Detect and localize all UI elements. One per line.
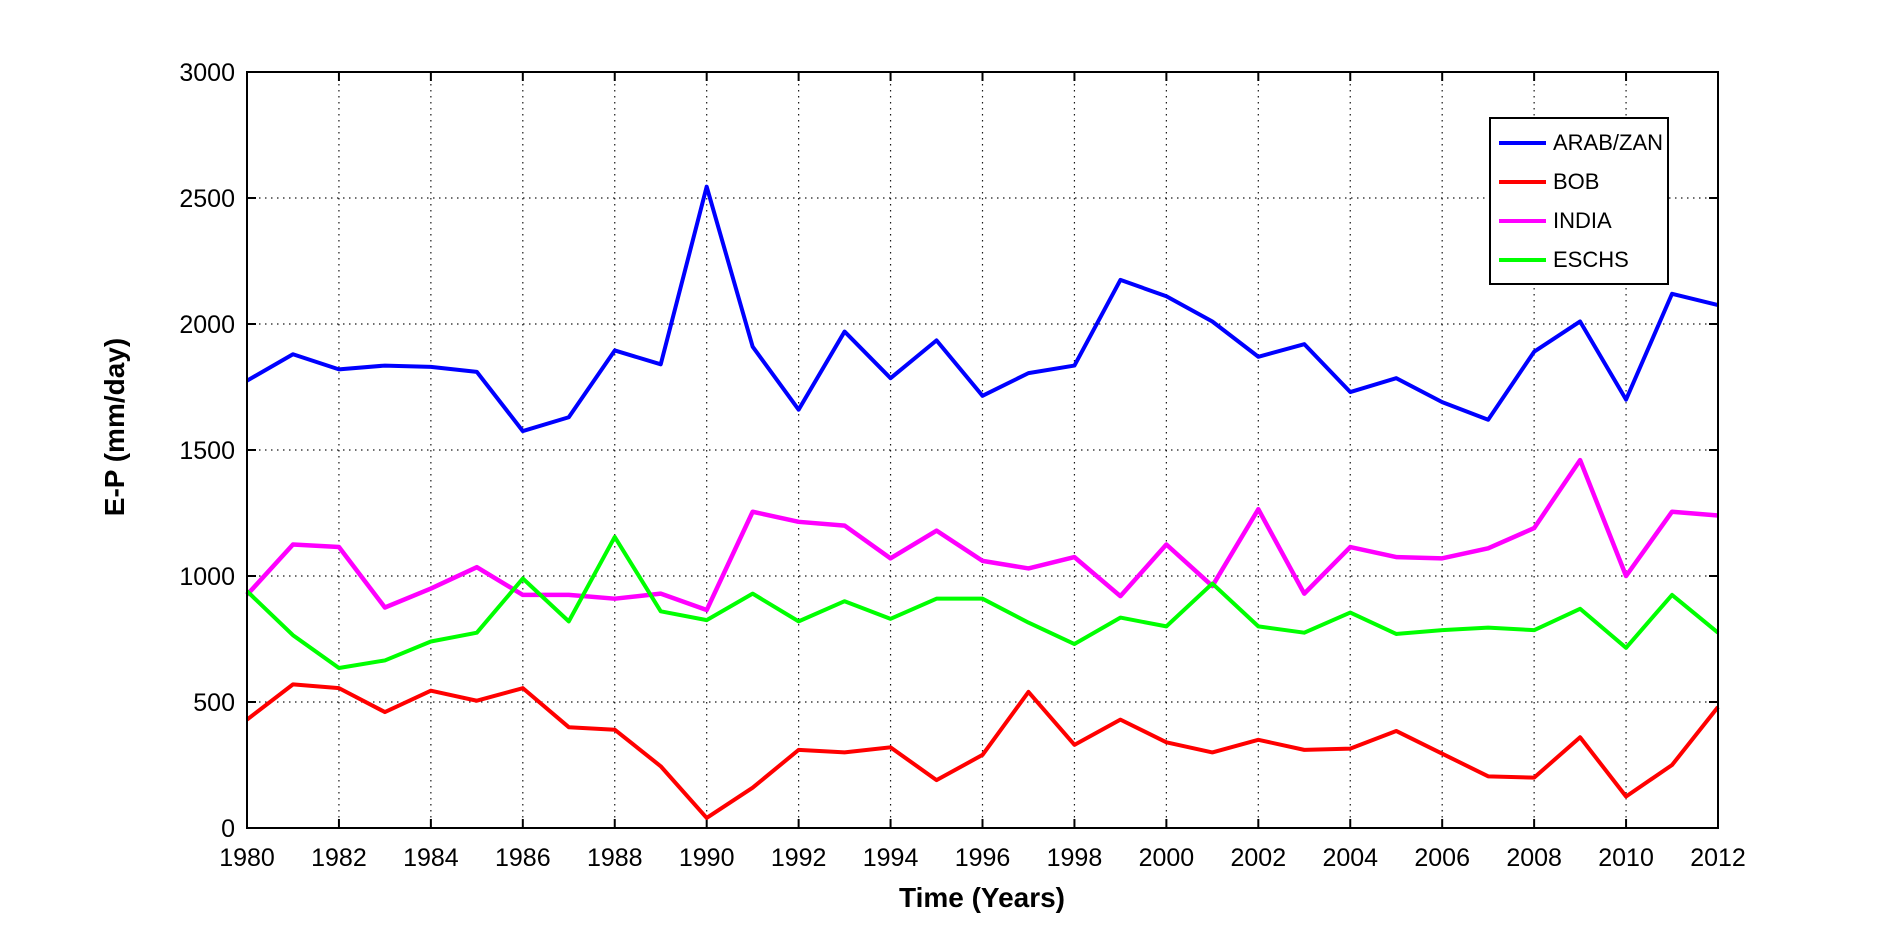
x-tick-label: 2010 [1598, 844, 1654, 872]
y-tick-label: 2000 [179, 311, 235, 339]
y-tick-label: 0 [221, 815, 235, 843]
x-tick-label: 2012 [1690, 844, 1746, 872]
legend-line-india [1499, 218, 1546, 223]
x-tick-label: 1998 [1047, 844, 1103, 872]
x-tick-label: 2006 [1414, 844, 1470, 872]
x-tick-label: 1990 [679, 844, 735, 872]
series-line-india [245, 457, 1719, 613]
plot-border [246, 71, 1719, 829]
x-tick-label: 1992 [771, 844, 827, 872]
y-tick-label: 2500 [179, 185, 235, 213]
y-tick-label: 1500 [179, 437, 235, 465]
x-axis-label: Time (Years) [898, 882, 1066, 913]
x-tick-label: 1984 [403, 844, 459, 872]
x-tick-label: 2004 [1322, 844, 1378, 872]
legend-entry-arab-zan: ARAB/ZAN [1491, 126, 1667, 160]
y-tick-label: 500 [193, 689, 235, 717]
x-tick-label: 1982 [311, 844, 367, 872]
x-tick-label: 1988 [587, 844, 643, 872]
legend-label-india: INDIA [1553, 207, 1612, 233]
legend-label-arab-zan: ARAB/ZAN [1553, 129, 1664, 155]
legend-line-arab-zan [1499, 140, 1546, 145]
x-tick-label: 1980 [219, 844, 275, 872]
x-tick-label: 1996 [955, 844, 1011, 872]
series-line-arab-zan [246, 184, 1719, 434]
legend-line-eschs [1499, 257, 1546, 262]
series-line-bob [245, 682, 1720, 820]
legend-label-eschs: ESCHS [1553, 246, 1629, 272]
legend-entry-india: INDIA [1491, 204, 1667, 238]
legend-label-bob: BOB [1553, 168, 1600, 194]
x-tick-label: 2000 [1139, 844, 1195, 872]
y-tick-label: 1000 [179, 563, 235, 591]
legend-line-bob [1499, 179, 1546, 184]
legend-entry-bob: BOB [1491, 165, 1667, 199]
x-tick-label: 2002 [1231, 844, 1287, 872]
series-line-eschs [245, 534, 1720, 670]
x-tick-label: 2008 [1506, 844, 1562, 872]
legend-entry-eschs: ESCHS [1491, 243, 1667, 277]
y-tick-label: 3000 [179, 59, 235, 87]
x-tick-label: 1986 [495, 844, 551, 872]
x-tick-label: 1994 [863, 844, 919, 872]
y-axis-label: E-P (mm/day) [99, 337, 130, 517]
legend: ARAB/ZAN BOB INDIA ESCHS [1489, 117, 1669, 285]
